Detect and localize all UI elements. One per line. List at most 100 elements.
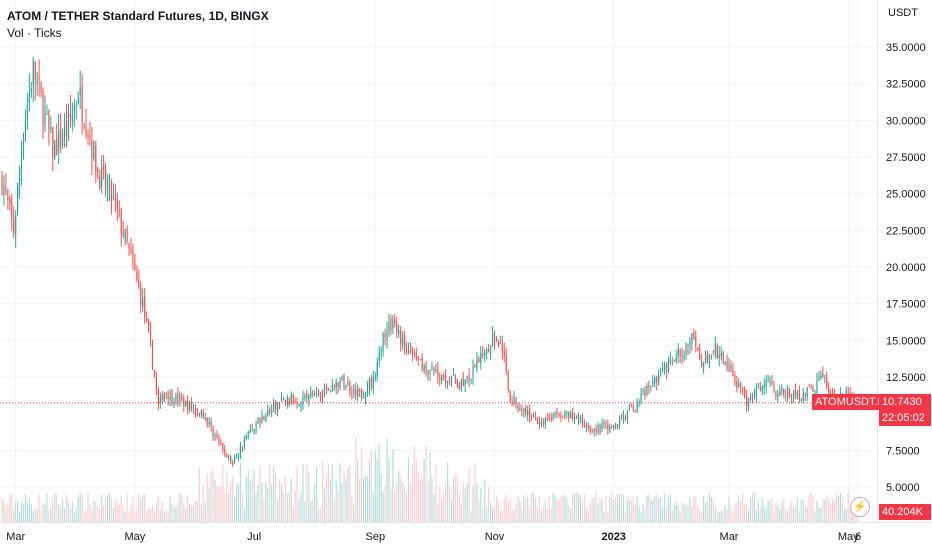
volume-bar (724, 505, 726, 522)
candle-body (79, 87, 81, 96)
candle-body (11, 201, 13, 218)
lightning-icon[interactable]: ⚡ (850, 497, 870, 517)
volume-bar (87, 492, 89, 522)
volume-bar (830, 503, 832, 522)
candle-body (1, 175, 3, 193)
volume-bar (652, 500, 654, 522)
candle-body (472, 366, 474, 378)
candle-body (347, 382, 349, 386)
candle-body (36, 80, 38, 84)
candle-body (658, 375, 660, 382)
candle-body (523, 408, 525, 412)
volume-bar (134, 512, 136, 522)
volume-bar (685, 505, 687, 522)
volume-bar (30, 504, 32, 522)
volume-bar (112, 507, 114, 522)
volume-bar (325, 476, 328, 522)
volume-bar (423, 458, 425, 522)
candle-body (106, 185, 109, 188)
candle-body (663, 363, 666, 370)
candle-body (699, 347, 701, 360)
volume-bar (204, 502, 206, 522)
volume-bar (20, 502, 23, 522)
candle-body (615, 424, 617, 427)
candle-body (376, 362, 378, 378)
volume-bar (675, 501, 677, 522)
volume-bar (783, 498, 785, 522)
candle-body (194, 407, 197, 412)
candle-body (579, 417, 582, 420)
volume-indicator-label[interactable]: Vol · Ticks (7, 26, 62, 40)
time-tick-label: Nov (485, 531, 505, 543)
volume-bar (499, 510, 501, 522)
candle-body (108, 181, 111, 187)
volume-bar (329, 479, 331, 522)
countdown-badge: 22:05:02 (879, 410, 931, 426)
volume-bar (122, 506, 124, 522)
volume-bar (382, 492, 384, 522)
price-tick-label: 12.5000 (886, 372, 926, 384)
symbol-title[interactable]: ATOM / TETHER Standard Futures, 1D, BING… (7, 9, 269, 23)
volume-bar (48, 509, 50, 522)
candle-body (710, 355, 713, 357)
volume-bar (40, 511, 42, 522)
volume-bar (536, 506, 539, 522)
candle-body (374, 377, 376, 379)
candle-body (783, 388, 785, 395)
candle-body (24, 121, 27, 138)
volume-bar (708, 493, 711, 522)
candle-body (464, 379, 466, 386)
candle-body (151, 344, 154, 369)
volume-bar (574, 493, 576, 522)
time-tick-label: May (125, 531, 146, 543)
candle-body (17, 183, 19, 212)
volume-bar (200, 504, 202, 522)
price-axis[interactable]: 35.0000 32.5000 30.0000 27.5000 25.0000 22.50… (886, 42, 926, 494)
volume-bar (163, 511, 165, 522)
volume-bar (288, 492, 290, 522)
candle-body (462, 378, 464, 386)
volume-bar (497, 500, 499, 522)
candle-body (749, 395, 752, 401)
volume-bar (599, 497, 601, 522)
price-tick-label: 15.0000 (886, 335, 926, 347)
price-tick-label: 17.5000 (886, 299, 926, 311)
volume-bar (114, 499, 116, 522)
candle-body (337, 382, 339, 387)
volume-bar (660, 497, 662, 522)
candle-body (44, 111, 46, 128)
candle-body (253, 429, 255, 431)
volume-bar (468, 467, 470, 522)
candle-body (818, 378, 820, 380)
volume-bar (73, 512, 75, 522)
volume-bar (386, 438, 388, 522)
volume-bar (331, 464, 333, 522)
candle-body (306, 394, 308, 399)
time-tick-label: 2023 (601, 531, 625, 543)
candle-body (534, 414, 537, 419)
time-tick-label: Sep (365, 531, 385, 543)
volume-bar (294, 490, 296, 522)
volume-bar (480, 488, 482, 522)
candle-body (489, 346, 492, 353)
candle-body (566, 411, 568, 414)
volume-bar (411, 463, 413, 522)
candle-body (556, 411, 558, 415)
candle-body (15, 214, 17, 234)
candle-body (634, 410, 636, 412)
volume-bar (298, 498, 300, 522)
volume-bar (489, 501, 492, 522)
candle-body (134, 261, 136, 271)
volume-bar (120, 495, 122, 522)
symbol-badge: ATOMUSDT.PS (812, 394, 896, 410)
candle-body (126, 227, 128, 242)
candle-body (343, 375, 345, 388)
volume-bar (613, 499, 615, 522)
candle-body (333, 385, 335, 387)
volume-bar (519, 500, 521, 522)
volume-bar (751, 492, 754, 522)
candle-body (681, 354, 683, 358)
volume-bar (488, 487, 490, 522)
